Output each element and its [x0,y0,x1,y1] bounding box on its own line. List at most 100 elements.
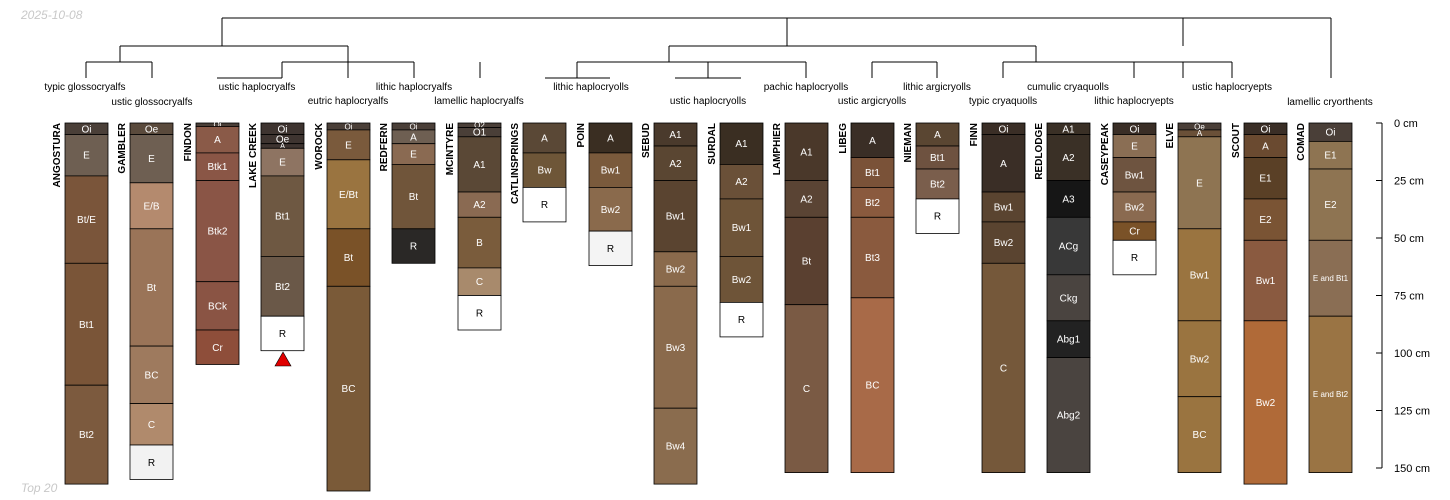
horizon-label: Oe [145,124,159,135]
horizon-label: Bt1 [79,320,94,331]
horizon-label: E [148,154,155,165]
horizon-label: Oe [1194,122,1205,131]
taxon-label: ustic haplocryolls [670,96,746,107]
taxon-label: eutric haplocryalfs [308,96,389,107]
taxon-label: ustic haplocryepts [1192,82,1272,93]
horizon-b [457,216,502,269]
horizon-label: C [476,277,483,288]
horizon-a [850,122,895,158]
horizon-label: R [148,458,155,469]
horizon-label: Bt3 [865,253,880,264]
profile-name: SCOUT [1231,123,1242,158]
horizon-c [129,403,174,446]
horizon-bt1 [64,262,109,386]
horizon-label: Bt [802,257,812,268]
horizon-label: Ckg [1060,293,1078,304]
horizon-bw4 [653,407,698,485]
horizon-label: Bt2 [275,282,290,293]
horizon-label: A2 [1062,153,1075,164]
profile-name: POIN [576,123,587,147]
profile-sebud: SEBUD A1 A2 Bw1 Bw2 Bw3 Bw4 [641,122,698,485]
axis-tick-label: 25 cm [1394,176,1424,188]
horizon-label: C [148,420,155,431]
profile-name: SEBUD [641,123,652,158]
horizon-label: Oi [1261,124,1271,135]
horizon-label: Oi [278,124,288,135]
horizon-label: Cr [1129,227,1140,238]
horizon-label: A [1000,159,1007,170]
horizon-label: R [410,242,417,253]
horizon-label: Bw1 [601,166,621,177]
horizon-label: A [1197,129,1203,138]
horizon-e1 [1308,140,1353,170]
horizon-label: O2 [474,121,485,130]
horizon-bt1 [850,157,895,188]
horizon-label: Bw1 [732,223,752,234]
horizon-bw1 [1243,239,1288,322]
horizon-label: R [279,329,286,340]
horizon-bt [326,228,371,287]
horizon-label: Bw2 [601,205,621,216]
horizon-label: BC [866,381,880,392]
taxon-label: cumulic cryaquolls [1027,82,1109,93]
horizon-label: Bw3 [666,343,686,354]
profile-poin: POIN A Bw1 Bw2 R [576,122,633,267]
profile-name: MCINTYRE [445,123,456,176]
profile-name: REDLODGE [1034,123,1045,180]
horizon-label: E [279,158,286,169]
horizon-label: R [607,244,614,255]
horizon-label: A [280,142,286,151]
profile-gambler: GAMBLER Oe E E/B Bt BC C R [117,122,174,480]
profile-name: LAKE CREEK [248,122,259,188]
horizon-cr [195,329,240,365]
profile-name: FINDON [183,123,194,161]
profile-name: LIBEG [838,123,849,154]
horizon-e1 [1243,157,1288,200]
horizon-label: Oi [410,122,418,131]
horizon-a2 [1046,134,1091,181]
horizon-bw3 [653,285,698,409]
horizon-bw2 [1243,320,1288,485]
horizon-e [129,134,174,184]
horizon-label: A2 [735,177,748,188]
taxon-label: lithic argicryolls [903,82,971,93]
horizon-label: E1 [1324,151,1337,162]
axis-tick-label: 100 cm [1394,348,1430,360]
horizon-bc [326,285,371,492]
profile-name: LAMPHIER [772,122,783,175]
horizon-label: Bw1 [1256,276,1276,287]
profile-name: CASEYPEAK [1100,122,1111,185]
taxon-label: lithic haplocryepts [1094,96,1173,107]
horizon-label: BC [342,384,356,395]
horizon-label: Bw1 [1125,170,1145,181]
horizon-label: R [541,200,548,211]
horizon-a2 [784,180,829,218]
taxon-label: ustic haplocryalfs [219,82,296,93]
horizon-label: Bw2 [666,265,686,276]
horizon-label: Bw2 [732,275,752,286]
horizon-r [260,315,305,352]
taxon-label: typic glossocryalfs [44,82,125,93]
horizon-r [1112,239,1157,276]
horizon-label: C [1000,363,1007,374]
horizon-label: A [934,130,941,141]
profile-comad: COMAD Oi E1 E2 E and Bt1 E and Bt2 [1296,122,1353,474]
horizon-e2 [1243,198,1288,241]
horizon-label: E [83,151,90,162]
profile-worock: WOROCK Oi E E/Bt Bt BC [314,122,371,492]
horizon-label: Bt1 [930,153,945,164]
horizon-label: E [345,140,352,151]
horizon-label: Bw2 [1125,202,1145,213]
horizon-a1 [719,122,764,165]
horizon-label: Bw1 [1190,270,1210,281]
axis-tick-label: 75 cm [1394,291,1424,303]
horizon-r [522,186,567,223]
horizon-e [260,147,305,177]
depth-axis: 0 cm 25 cm 50 cm 75 cm 100 cm 125 cm 150 cm [1376,118,1430,475]
horizon-btk2 [195,180,240,283]
horizon-label: O1 [473,128,487,139]
horizon-label: E2 [1324,200,1337,211]
horizon-label: Oi [82,124,92,135]
horizon-label: E1 [1259,174,1272,185]
horizon-r [457,295,502,331]
